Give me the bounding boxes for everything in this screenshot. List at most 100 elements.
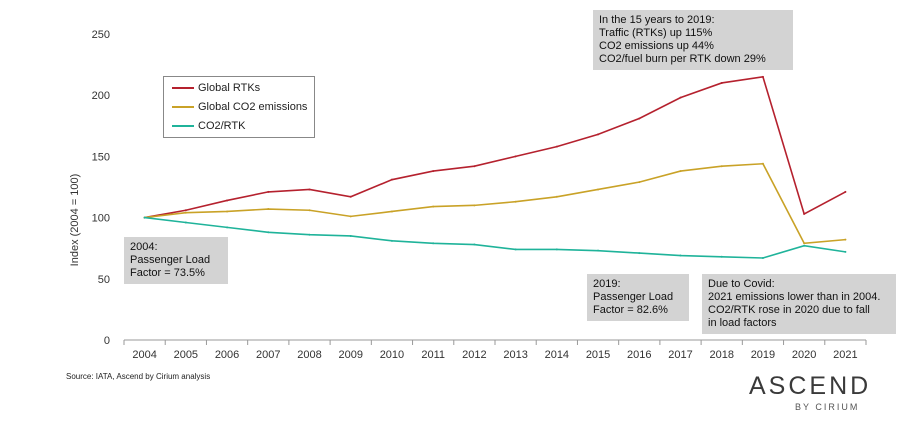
data-point-co2-rtk: [844, 250, 847, 253]
series-line-global-rtks: [144, 75, 846, 219]
data-point-global-rtks: [267, 190, 270, 193]
annotation-covid: Due to Covid: 2021 emissions lower than …: [702, 274, 896, 334]
data-point-co2-rtk: [390, 239, 393, 242]
data-point-co2-rtk: [267, 231, 270, 234]
x-tick-label: 2013: [503, 349, 527, 361]
data-point-global-co2-emissions: [761, 162, 764, 165]
x-tick-label: 2020: [792, 349, 816, 361]
legend-swatch-rtks: [172, 87, 194, 89]
annotation-2019-load-factor: 2019: Passenger Load Factor = 82.6%: [587, 274, 689, 321]
data-point-global-co2-emissions: [226, 210, 229, 213]
data-point-co2-rtk: [473, 243, 476, 246]
x-tick-label: 2004: [132, 349, 156, 361]
data-point-global-co2-emissions: [555, 195, 558, 198]
data-point-global-rtks: [555, 145, 558, 148]
data-point-global-co2-emissions: [679, 170, 682, 173]
data-point-global-co2-emissions: [720, 165, 723, 168]
data-point-global-co2-emissions: [349, 215, 352, 218]
data-point-global-rtks: [390, 178, 393, 181]
data-point-global-co2-emissions: [390, 210, 393, 213]
data-point-co2-rtk: [226, 226, 229, 229]
annotation-15-years: In the 15 years to 2019: Traffic (RTKs) …: [593, 10, 793, 70]
chart-axes: 0 50 100 150 200 250 2004 2005 2006 2007 2008 2009 2…: [92, 29, 867, 361]
y-tick-label: 0: [104, 335, 110, 347]
data-point-global-co2-emissions: [308, 209, 311, 212]
x-tick-label: 2012: [462, 349, 486, 361]
chart-legend: Global RTKs Global CO2 emissions CO2/RTK: [163, 76, 315, 138]
data-point-co2-rtk: [720, 255, 723, 258]
y-tick-label: 200: [92, 90, 110, 102]
data-point-co2-rtk: [514, 248, 517, 251]
data-point-co2-rtk: [555, 248, 558, 251]
legend-label-rtks: Global RTKs: [198, 82, 261, 94]
legend-label-co2-rtk: CO2/RTK: [198, 120, 246, 132]
x-tick-label: 2009: [338, 349, 362, 361]
ascend-logo: ASCEND: [749, 372, 872, 400]
data-point-global-co2-emissions: [844, 238, 847, 241]
data-point-co2-rtk: [803, 244, 806, 247]
data-point-global-rtks: [308, 188, 311, 191]
data-point-global-rtks: [844, 190, 847, 193]
y-tick-label: 50: [98, 274, 110, 286]
y-tick-label: 250: [92, 29, 110, 41]
x-tick-label: 2008: [297, 349, 321, 361]
y-axis-label: Index (2004 = 100): [69, 174, 81, 267]
data-point-global-co2-emissions: [473, 204, 476, 207]
data-point-co2-rtk: [349, 234, 352, 237]
x-tick-label: 2018: [709, 349, 733, 361]
data-point-global-rtks: [761, 75, 764, 78]
x-tick-label: 2019: [751, 349, 775, 361]
data-point-co2-rtk: [638, 252, 641, 255]
data-point-global-rtks: [597, 133, 600, 136]
x-tick-label: 2006: [215, 349, 239, 361]
y-tick-label: 150: [92, 151, 110, 163]
data-point-co2-rtk: [761, 256, 764, 259]
data-point-global-rtks: [349, 195, 352, 198]
series-line-co2-rtk: [144, 216, 846, 259]
data-point-co2-rtk: [184, 221, 187, 224]
data-point-co2-rtk: [143, 216, 146, 219]
x-tick-label: 2016: [627, 349, 651, 361]
x-tick-label: 2007: [256, 349, 280, 361]
data-point-global-rtks: [720, 81, 723, 84]
series-line-global-co2-emissions: [144, 162, 846, 245]
data-point-global-rtks: [679, 96, 682, 99]
data-point-global-co2-emissions: [638, 181, 641, 184]
x-tick-label: 2014: [545, 349, 569, 361]
x-tick-label: 2015: [586, 349, 610, 361]
x-tick-label: 2010: [380, 349, 404, 361]
data-point-co2-rtk: [597, 249, 600, 252]
annotation-2004-load-factor: 2004: Passenger Load Factor = 73.5%: [124, 237, 228, 284]
data-point-global-rtks: [226, 199, 229, 202]
data-point-global-rtks: [638, 117, 641, 120]
data-point-global-rtks: [803, 212, 806, 215]
data-point-global-co2-emissions: [184, 211, 187, 214]
data-point-global-co2-emissions: [432, 205, 435, 208]
data-point-global-co2-emissions: [597, 188, 600, 191]
legend-label-co2: Global CO2 emissions: [198, 101, 308, 113]
data-point-global-rtks: [432, 170, 435, 173]
y-tick-label: 100: [92, 213, 110, 225]
data-point-global-co2-emissions: [514, 200, 517, 203]
data-point-co2-rtk: [432, 242, 435, 245]
source-note: Source: IATA, Ascend by Cirium analysis: [66, 372, 211, 381]
data-point-global-co2-emissions: [803, 242, 806, 245]
legend-item-rtks: Global RTKs: [172, 82, 260, 94]
data-point-global-rtks: [473, 165, 476, 168]
chart-series: [143, 75, 847, 259]
data-point-co2-rtk: [679, 254, 682, 257]
x-tick-label: 2021: [833, 349, 857, 361]
x-tick-label: 2017: [668, 349, 692, 361]
data-point-co2-rtk: [308, 233, 311, 236]
data-point-global-rtks: [514, 155, 517, 158]
x-tick-label: 2005: [174, 349, 198, 361]
x-tick-label: 2011: [421, 349, 445, 361]
legend-item-co2: Global CO2 emissions: [172, 101, 307, 113]
legend-swatch-co2: [172, 106, 194, 108]
legend-swatch-co2-rtk: [172, 125, 194, 127]
data-point-global-co2-emissions: [267, 208, 270, 211]
legend-item-co2-rtk: CO2/RTK: [172, 120, 245, 132]
data-point-global-rtks: [184, 209, 187, 212]
cirium-logo-subtitle: BY CIRIUM: [795, 402, 860, 412]
